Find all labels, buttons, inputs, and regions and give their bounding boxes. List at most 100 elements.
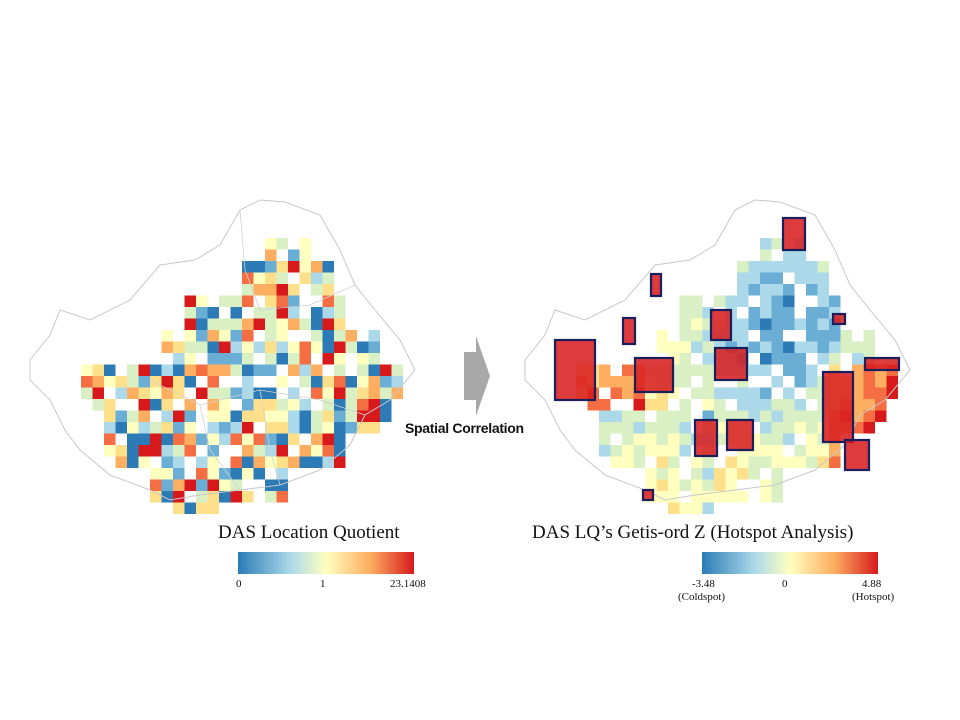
hotspot-cell: [771, 353, 783, 365]
hotspot-cell: [622, 433, 634, 445]
lq-cell: [265, 353, 277, 365]
hotspot-cell: [875, 399, 887, 411]
lq-cell: [265, 387, 277, 399]
hotspot-cell: [829, 341, 841, 353]
hotspot-cell: [645, 479, 657, 491]
hotspot-cell: [783, 364, 795, 376]
lq-cell: [334, 376, 346, 388]
hotspot-cell: [783, 353, 795, 365]
lq-cell: [334, 387, 346, 399]
hotspot-cell: [771, 433, 783, 445]
hotspot-cell: [668, 433, 680, 445]
lq-cell: [276, 491, 288, 503]
lq-cell: [265, 456, 277, 468]
lq-cell: [311, 364, 323, 376]
lq-cell: [184, 364, 196, 376]
hotspot-cell: [829, 307, 841, 319]
hotspot-cell: [748, 468, 760, 480]
lq-cell: [138, 410, 150, 422]
lq-cell: [322, 456, 334, 468]
hotspot-cell: [633, 456, 645, 468]
hotspot-cell: [806, 272, 818, 284]
lq-cell: [196, 295, 208, 307]
hotspot-cell: [702, 468, 714, 480]
hotspot-cell: [771, 456, 783, 468]
lq-cell: [288, 353, 300, 365]
lq-cell: [288, 261, 300, 273]
hotspot-cell: [656, 445, 668, 457]
lq-cell: [161, 468, 173, 480]
lq-cell: [173, 491, 185, 503]
lq-cell: [265, 341, 277, 353]
hotspot-cell: [760, 272, 772, 284]
lq-cell: [219, 330, 231, 342]
hotspot-cell: [599, 410, 611, 422]
lq-cell: [345, 330, 357, 342]
lq-cell: [207, 399, 219, 411]
hotspot-cell: [599, 422, 611, 434]
lq-cell: [104, 433, 116, 445]
hotspot-cell: [806, 410, 818, 422]
lq-cell: [242, 353, 254, 365]
lq-cell: [138, 456, 150, 468]
hotspot-cell: [760, 491, 772, 503]
hotspot-cell: [794, 261, 806, 273]
lq-cell: [184, 295, 196, 307]
hotspot-map-title: DAS LQ’s Getis-ord Z (Hotspot Analysis): [532, 522, 854, 543]
hotspot-cell: [783, 387, 795, 399]
lq-cell: [276, 422, 288, 434]
district-boundary-outline: [29, 199, 416, 501]
hotspot-cell: [829, 445, 841, 457]
hotspot-cluster: [713, 346, 749, 382]
lq-cell: [161, 445, 173, 457]
lq-cell: [276, 399, 288, 411]
hotspot-cell: [679, 353, 691, 365]
hotspot-cell: [852, 376, 864, 388]
lq-cell: [265, 261, 277, 273]
hotspot-cell: [668, 341, 680, 353]
hotspot-cell: [760, 387, 772, 399]
lq-cell: [322, 399, 334, 411]
hotspot-cell: [714, 468, 726, 480]
lq-cell: [276, 353, 288, 365]
lq-cell: [207, 479, 219, 491]
hotspot-cell: [852, 353, 864, 365]
lq-cell: [81, 364, 93, 376]
lq-cell: [196, 491, 208, 503]
hotspot-cell: [817, 456, 829, 468]
lq-cell: [173, 468, 185, 480]
hotspot-cell: [714, 479, 726, 491]
hotspot-cell: [771, 410, 783, 422]
hotspot-cell: [668, 468, 680, 480]
lq-cell: [288, 341, 300, 353]
hotspot-cell: [679, 410, 691, 422]
lq-cell: [161, 491, 173, 503]
lq-cell: [173, 456, 185, 468]
lq-cell: [299, 364, 311, 376]
lq-cell: [92, 376, 104, 388]
hotspot-cell: [714, 387, 726, 399]
lq-cell: [230, 364, 242, 376]
lq-cell: [276, 468, 288, 480]
lq-cell: [276, 261, 288, 273]
hotspot-cell: [806, 318, 818, 330]
lq-grid-cells: [81, 238, 403, 514]
hotspot-cell: [725, 456, 737, 468]
lq-cell: [311, 318, 323, 330]
hotspot-cell: [794, 353, 806, 365]
hotspot-cell: [783, 422, 795, 434]
lq-cell: [276, 445, 288, 457]
hotspot-cell: [771, 318, 783, 330]
lq-cell: [184, 330, 196, 342]
hotspot-cell: [783, 341, 795, 353]
lq-cell: [345, 341, 357, 353]
lq-cell: [81, 387, 93, 399]
hotspot-cell: [806, 341, 818, 353]
lq-cell: [196, 318, 208, 330]
lq-cell: [299, 249, 311, 261]
lq-cell: [115, 410, 127, 422]
hotspot-cell: [702, 399, 714, 411]
lq-cell: [357, 341, 369, 353]
hotspot-cell: [668, 387, 680, 399]
lq-cell: [242, 422, 254, 434]
